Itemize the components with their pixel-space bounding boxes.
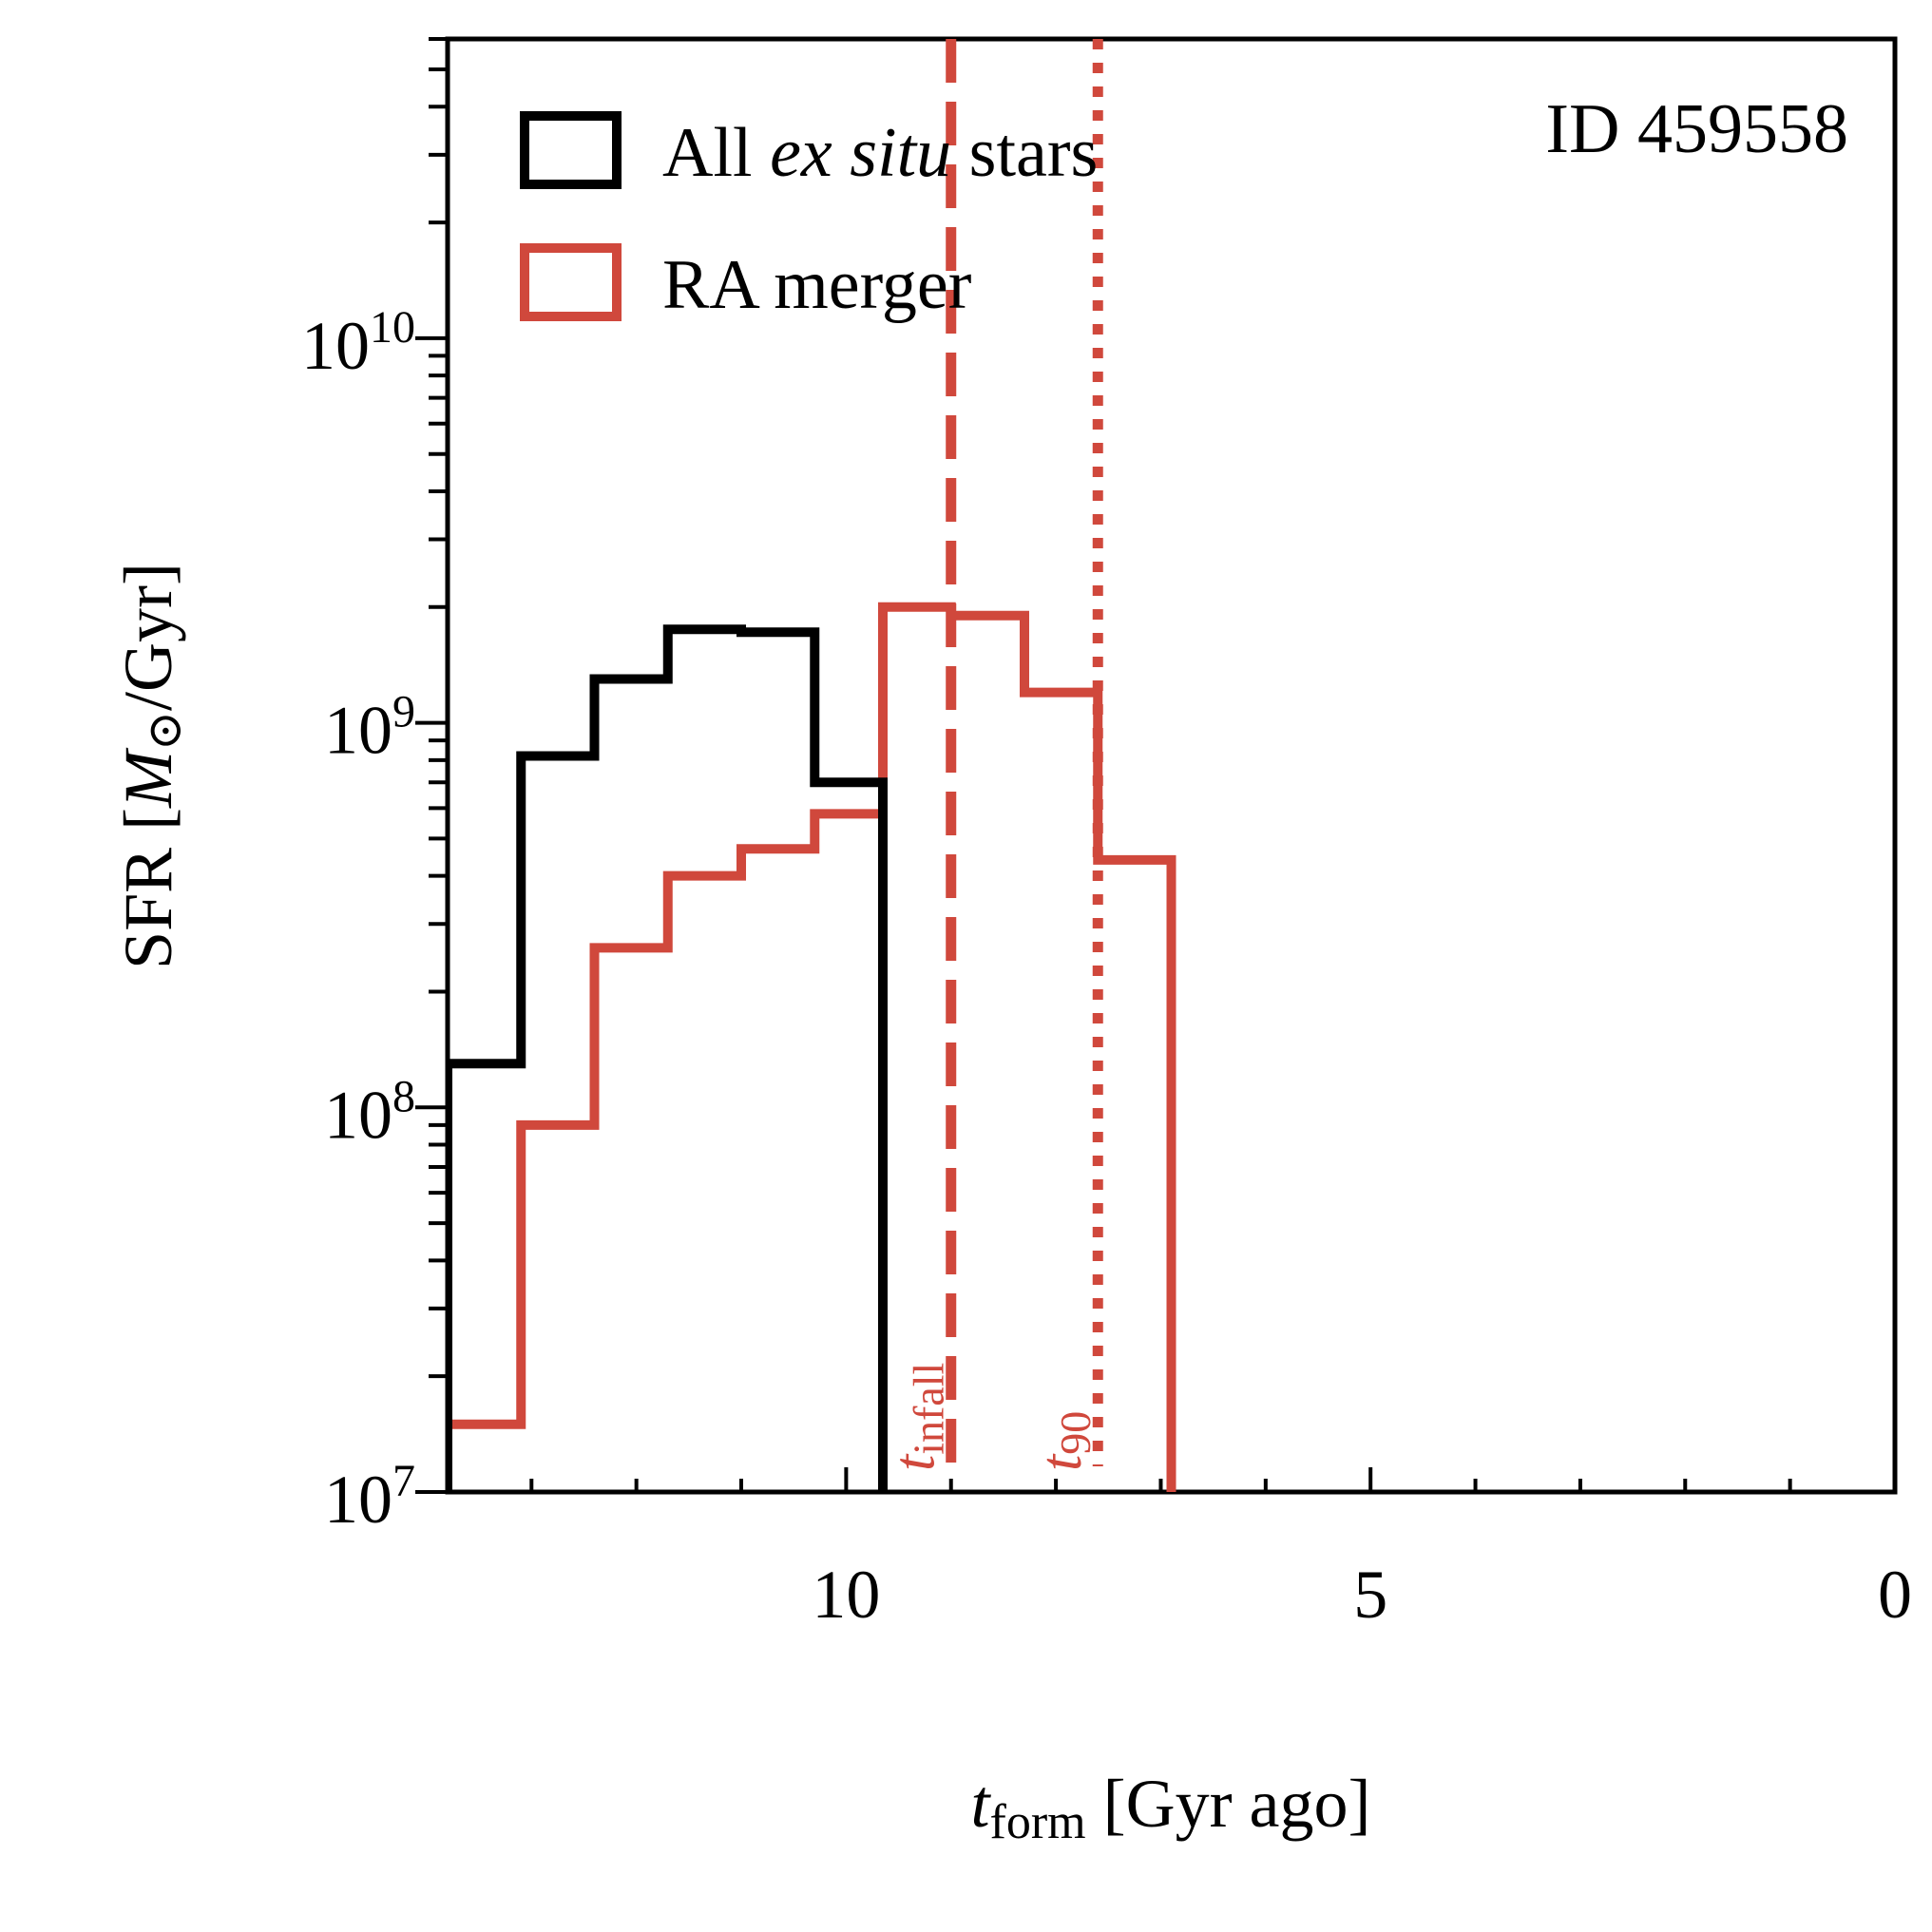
legend-label: All ex situ stars: [662, 114, 1098, 192]
series-ra-merger: [448, 602, 1176, 1492]
label-sub: infall: [905, 1363, 953, 1455]
x-tick-label: 10: [812, 1557, 880, 1633]
y-label-sun-symbol: ⊙: [138, 711, 191, 751]
y-tick-base: 10: [324, 1462, 392, 1538]
x-tick-label: 0: [1878, 1557, 1912, 1633]
legend-swatch: [520, 243, 622, 321]
series-all-ex-situ-stars: [448, 624, 889, 1492]
legend-label: RA merger: [662, 246, 971, 324]
y-tick-exp: 7: [392, 1456, 415, 1506]
galaxy-id-annotation: ID 459558: [1545, 90, 1848, 168]
y-label-prefix: SFR [: [110, 808, 186, 969]
t-infall-label: tinfall: [883, 1363, 953, 1471]
label-var: t: [883, 1453, 947, 1471]
y-tick-base: 10: [301, 308, 370, 384]
y-tick-exp: 8: [392, 1071, 415, 1121]
legend-text: RA merger: [662, 246, 971, 324]
y-tick-exp: 9: [392, 687, 415, 737]
x-label-var: t: [971, 1766, 992, 1842]
y-tick-base: 10: [324, 1077, 392, 1153]
x-tick-label: 5: [1353, 1557, 1387, 1633]
x-axis-label: tform [Gyr ago]: [971, 1766, 1371, 1849]
y-tick-label: 107: [324, 1456, 415, 1538]
t-90-label: t90: [1029, 1411, 1100, 1471]
x-label-unit: [Gyr ago]: [1086, 1766, 1371, 1842]
label-sub: 90: [1051, 1411, 1100, 1455]
legend-text: All: [662, 114, 770, 192]
legend: All ex situ stars RA merger: [520, 111, 1098, 324]
y-tick-label: 109: [324, 687, 415, 769]
x-label-sub: form: [990, 1795, 1086, 1849]
y-label-var: M: [110, 747, 186, 809]
y-tick-label: 108: [324, 1071, 415, 1153]
y-axis-label: SFR [M⊙/Gyr]: [110, 563, 191, 969]
legend-text-italic: ex situ: [770, 114, 951, 192]
y-label-suffix: /Gyr]: [110, 563, 186, 711]
y-tick-base: 10: [324, 693, 392, 769]
legend-swatch: [520, 111, 622, 189]
y-tick-exp: 10: [370, 302, 415, 353]
y-tick-label: 1010: [301, 302, 415, 384]
label-var: t: [1029, 1453, 1094, 1471]
legend-text: stars: [951, 114, 1098, 192]
series-layer: [448, 602, 1176, 1492]
